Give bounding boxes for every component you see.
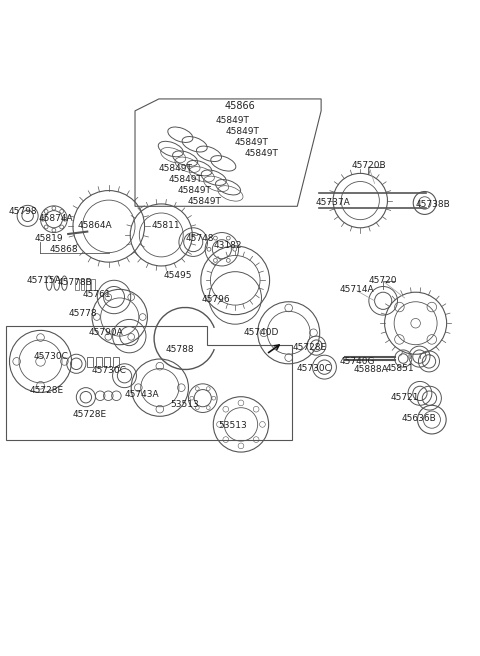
Text: 45819: 45819 (35, 234, 63, 243)
Text: 45864A: 45864A (77, 221, 112, 230)
Text: 45715A: 45715A (27, 276, 62, 285)
Text: 45721: 45721 (390, 393, 419, 401)
Text: 45849T: 45849T (187, 197, 221, 205)
Text: 45714A: 45714A (340, 285, 374, 295)
Text: 45743A: 45743A (125, 390, 159, 400)
Text: 45849T: 45849T (158, 163, 192, 173)
Bar (91, 279, 95, 290)
Text: 45888A: 45888A (354, 365, 389, 375)
Text: 45720B: 45720B (351, 161, 386, 171)
Text: 45790A: 45790A (89, 328, 124, 337)
Bar (87, 357, 93, 367)
Bar (75, 279, 79, 290)
Text: 45798: 45798 (9, 207, 37, 216)
Text: 45748: 45748 (185, 234, 214, 243)
Text: 45851: 45851 (385, 364, 414, 373)
Text: 45778: 45778 (68, 309, 97, 318)
Text: 45720: 45720 (369, 276, 397, 285)
Text: 45761: 45761 (83, 290, 111, 299)
Text: 45495: 45495 (164, 271, 192, 280)
Text: 45874A: 45874A (39, 214, 73, 223)
Text: 45788: 45788 (166, 345, 195, 354)
Text: 45796: 45796 (202, 295, 230, 304)
Text: 45868: 45868 (49, 245, 78, 254)
Text: 45738B: 45738B (416, 200, 451, 209)
Text: 45811: 45811 (152, 221, 180, 230)
Text: 45740G: 45740G (339, 357, 375, 366)
Text: 45849T: 45849T (216, 116, 250, 125)
Text: 45866: 45866 (225, 101, 255, 111)
Text: 45849T: 45849T (244, 149, 278, 158)
Text: 45730C: 45730C (297, 364, 331, 373)
Text: 43182: 43182 (214, 241, 242, 251)
Text: 45636B: 45636B (402, 414, 436, 423)
Text: 45728E: 45728E (292, 342, 326, 352)
Text: 45728E: 45728E (72, 411, 107, 419)
Text: 45849T: 45849T (178, 186, 212, 195)
Bar (86, 279, 90, 290)
Text: 45728E: 45728E (30, 386, 64, 396)
Text: 53513: 53513 (171, 400, 200, 409)
Text: 45730C: 45730C (91, 367, 126, 375)
Text: 45737A: 45737A (316, 198, 350, 207)
Text: 45740D: 45740D (244, 328, 279, 337)
Bar (81, 279, 84, 290)
Bar (105, 357, 110, 367)
Bar (96, 357, 102, 367)
Text: 45849T: 45849T (226, 127, 259, 136)
Bar (113, 357, 119, 367)
Text: 45730C: 45730C (34, 352, 69, 361)
Text: 53513: 53513 (218, 421, 247, 430)
Text: 45849T: 45849T (235, 138, 269, 147)
Text: 45849T: 45849T (168, 174, 202, 184)
Text: 45778B: 45778B (58, 278, 93, 287)
